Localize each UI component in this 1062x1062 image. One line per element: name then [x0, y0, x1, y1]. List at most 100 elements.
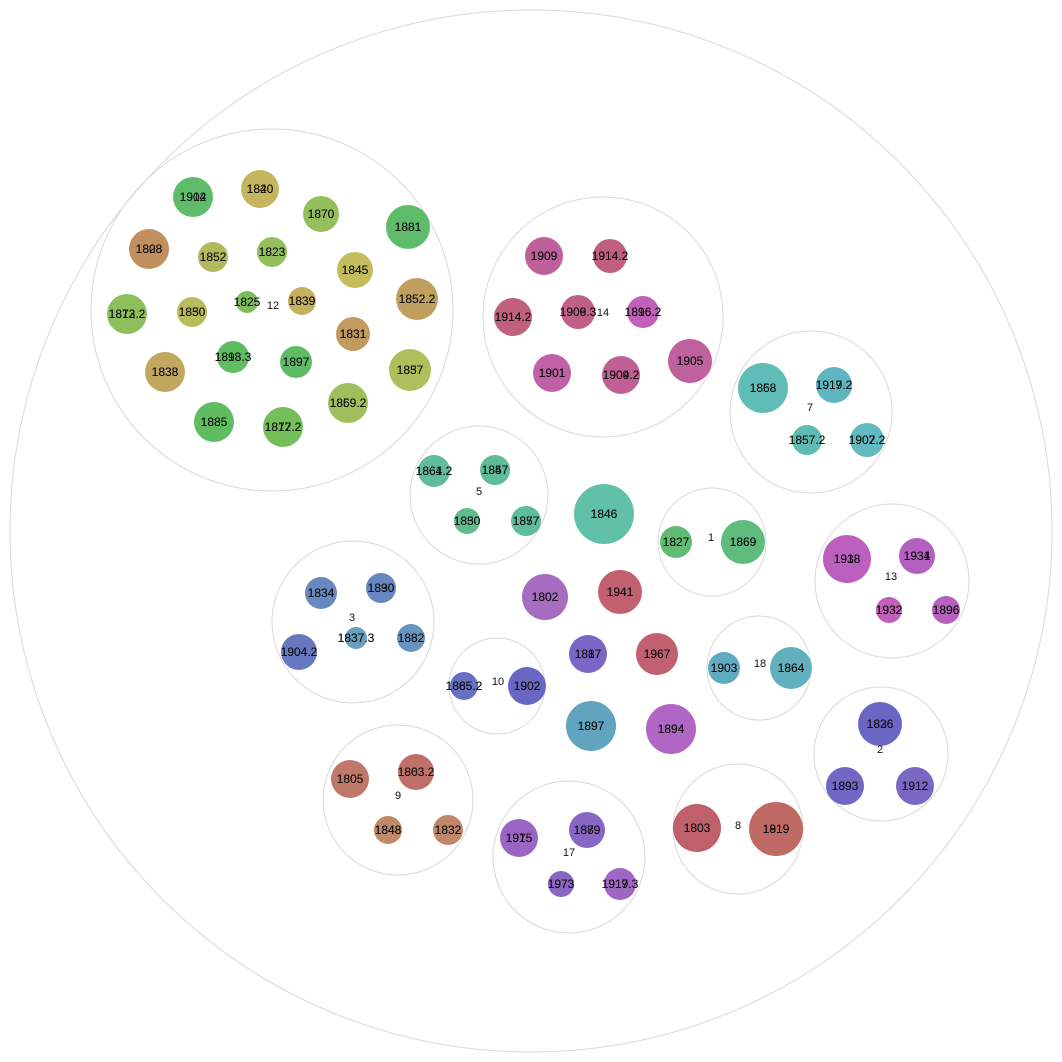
node-circle[interactable] — [331, 760, 369, 798]
node-circle[interactable] — [480, 455, 510, 485]
node-circle[interactable] — [525, 237, 563, 275]
node-label: 1901 — [539, 366, 566, 380]
node-circle[interactable] — [217, 341, 249, 373]
node-circle[interactable] — [386, 205, 430, 249]
node-circle[interactable] — [337, 252, 373, 288]
node-circle[interactable] — [548, 871, 574, 897]
node-circle[interactable] — [602, 356, 640, 394]
node-circle[interactable] — [107, 294, 147, 334]
node-circle[interactable] — [450, 672, 478, 700]
node-circle[interactable] — [288, 287, 316, 315]
node-circle[interactable] — [561, 295, 595, 329]
node-label: 1848 — [375, 823, 402, 837]
node-circle[interactable] — [660, 526, 692, 558]
node-label: 1861.2 — [416, 464, 453, 478]
node-circle[interactable] — [345, 627, 367, 649]
node-circle[interactable] — [398, 754, 434, 790]
node-label: 1912 — [180, 190, 207, 204]
node-circle[interactable] — [668, 339, 712, 383]
group-label: 1 — [708, 532, 714, 544]
node-circle[interactable] — [257, 237, 287, 267]
node-circle[interactable] — [366, 573, 396, 603]
node-circle[interactable] — [303, 196, 339, 232]
node-circle[interactable] — [280, 346, 312, 378]
node-circle[interactable] — [508, 667, 546, 705]
node-label: 1932 — [876, 603, 903, 617]
node-label: 1832 — [435, 823, 462, 837]
node-label: 1817.2 — [265, 420, 302, 434]
node-label: 1839 — [289, 294, 316, 308]
node-circle[interactable] — [533, 354, 571, 392]
node-circle[interactable] — [374, 816, 402, 844]
node-circle[interactable] — [850, 423, 884, 457]
node-label: 1834 — [308, 586, 335, 600]
group-label: 18 — [754, 658, 766, 670]
node-circle[interactable] — [721, 520, 765, 564]
node-circle[interactable] — [673, 804, 721, 852]
node-circle[interactable] — [858, 702, 902, 746]
node-circle[interactable] — [500, 819, 538, 857]
node-circle[interactable] — [627, 296, 659, 328]
node-circle[interactable] — [236, 291, 258, 313]
node-circle[interactable] — [569, 635, 607, 673]
node-label: 1834 — [308, 586, 335, 600]
node-circle[interactable] — [770, 647, 812, 689]
node-circle[interactable] — [708, 652, 740, 684]
node-circle[interactable] — [494, 298, 532, 336]
node-label: 1919.3 — [602, 877, 639, 891]
node-circle[interactable] — [569, 812, 605, 848]
node-circle[interactable] — [336, 317, 370, 351]
node-circle[interactable] — [129, 229, 169, 269]
node-circle[interactable] — [593, 239, 627, 273]
node-label: 1802 — [532, 590, 559, 604]
node-circle[interactable] — [511, 506, 541, 536]
node-circle[interactable] — [604, 868, 636, 900]
node-circle[interactable] — [389, 349, 431, 391]
node-circle[interactable] — [418, 455, 450, 487]
node-circle[interactable] — [636, 633, 678, 675]
node-circle[interactable] — [646, 704, 696, 754]
node-label: 1803 — [684, 821, 711, 835]
group-circle — [482, 196, 724, 438]
node-label: 1882 — [398, 631, 425, 645]
node-circle[interactable] — [899, 538, 935, 574]
node-label: 1826 — [867, 717, 894, 731]
node-circle[interactable] — [792, 425, 822, 455]
node-label: 1852 — [200, 250, 227, 264]
node-circle[interactable] — [194, 402, 234, 442]
node-circle[interactable] — [454, 508, 480, 534]
node-label: 1819 — [763, 822, 790, 836]
node-circle[interactable] — [826, 767, 864, 805]
node-circle[interactable] — [173, 177, 213, 217]
node-circle[interactable] — [305, 577, 337, 609]
node-label: 1941 — [607, 585, 634, 599]
group-circle — [657, 487, 767, 597]
node-label: 1973 — [548, 877, 575, 891]
node-circle[interactable] — [281, 634, 317, 670]
node-circle[interactable] — [397, 624, 425, 652]
node-circle[interactable] — [823, 535, 871, 583]
node-circle[interactable] — [145, 352, 185, 392]
node-circle[interactable] — [876, 597, 902, 623]
node-circle[interactable] — [241, 170, 279, 208]
node-circle[interactable] — [816, 367, 852, 403]
node-circle[interactable] — [749, 802, 803, 856]
node-circle[interactable] — [198, 242, 228, 272]
node-circle[interactable] — [263, 407, 303, 447]
node-circle[interactable] — [328, 383, 368, 423]
node-circle[interactable] — [738, 363, 788, 413]
node-circle[interactable] — [396, 278, 438, 320]
node-label: 1857 — [397, 363, 424, 377]
node-circle[interactable] — [896, 767, 934, 805]
node-circle[interactable] — [522, 574, 568, 620]
node-circle[interactable] — [574, 484, 634, 544]
node-circle[interactable] — [932, 596, 960, 624]
node-circle[interactable] — [566, 701, 616, 751]
node-circle[interactable] — [433, 815, 463, 845]
node-label: 1967 — [644, 647, 671, 661]
node-circle[interactable] — [177, 297, 207, 327]
node-circle[interactable] — [598, 570, 642, 614]
node-label: 1820 — [247, 182, 274, 196]
